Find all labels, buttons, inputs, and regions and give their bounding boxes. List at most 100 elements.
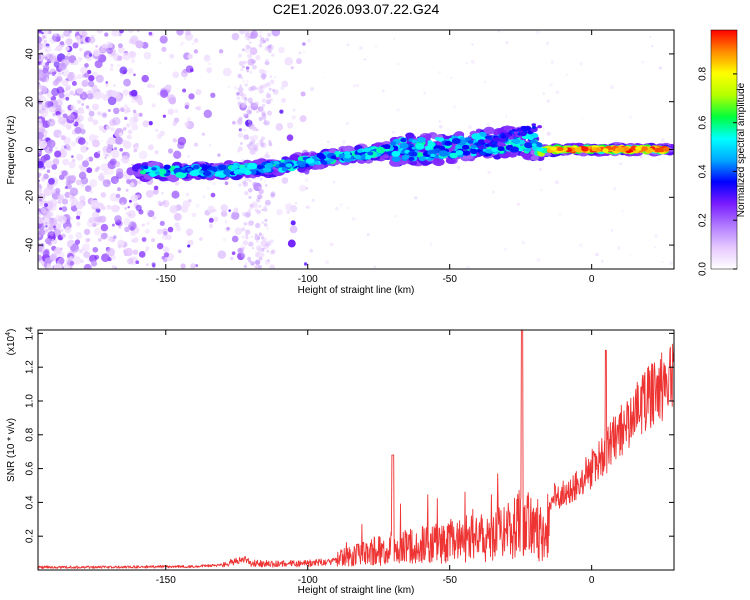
spectrogram-cell: [535, 30, 540, 35]
spectrogram-cell: [57, 199, 62, 205]
ridge-cell: [512, 138, 521, 145]
spectrogram-cell: [261, 220, 265, 225]
ridge-cell: [408, 156, 415, 161]
spectrogram-cell: [254, 185, 259, 191]
ridge-cell: [163, 164, 171, 170]
spectrogram-cell: [351, 217, 356, 221]
spectrogram-cell: [69, 187, 79, 197]
spectrogram-cell: [243, 97, 248, 101]
spectrogram-cell: [246, 256, 252, 261]
spectrogram-cell: [80, 145, 88, 153]
spectrogram-cell: [76, 73, 82, 80]
spectrogram-cell: [104, 32, 109, 37]
spectrogram-cell: [266, 32, 272, 38]
spectrogram-cell: [220, 210, 228, 217]
spectrogram-cell: [124, 207, 128, 210]
spectrogram-cell: [243, 128, 246, 132]
spectrogram-cell: [152, 215, 157, 220]
ridge-cell: [313, 161, 320, 165]
ridge-cell: [321, 161, 328, 165]
ridge-cell: [524, 142, 534, 149]
spectrogram-cell: [191, 42, 195, 46]
spectrogram-cell: [105, 83, 109, 87]
spectrogram-cell: [46, 169, 51, 173]
spectrogram-cell: [94, 254, 100, 260]
spectrogram-cell: [236, 96, 241, 100]
spectrogram-cell: [504, 115, 508, 118]
spectrogram-cell: [175, 226, 182, 232]
spectrogram-cell: [651, 45, 654, 48]
ridge-cell: [505, 133, 511, 138]
spectrogram-cell: [255, 87, 259, 91]
spectrogram-cell: [246, 80, 249, 83]
ridge-cell: [562, 147, 568, 152]
spectrogram-cell: [38, 217, 44, 224]
spectrogram-cell: [271, 30, 281, 37]
spectrogram-cell: [76, 215, 81, 220]
spectrogram-cell: [610, 229, 614, 232]
spectrogram-cell: [57, 71, 62, 76]
spectrogram-cell: [61, 79, 69, 87]
y-tick-label: -20: [25, 190, 36, 205]
spectrogram-cell: [93, 91, 102, 100]
spectrogram-cell: [247, 208, 252, 213]
spectrogram-cell: [57, 116, 67, 125]
spectrogram-cell: [299, 115, 307, 123]
spectrogram-cell: [641, 61, 644, 64]
ridge-cell: [391, 155, 401, 162]
ridge-cell: [508, 151, 518, 158]
spectrogram-cell: [113, 107, 120, 115]
spectrogram-cell: [41, 44, 45, 49]
ridge-cell: [357, 149, 363, 153]
ridge-cell: [581, 146, 589, 152]
ridge-cell: [509, 146, 519, 153]
spectrogram-cell: [255, 264, 260, 269]
spectrogram-cell: [53, 204, 56, 207]
spectrogram-cell: [129, 182, 135, 188]
spectrogram-cell: [101, 253, 110, 263]
colorbar-label: Normalized spectral amplitude: [736, 82, 747, 217]
spectrogram-cell: [120, 173, 125, 178]
ridge-cell: [390, 141, 397, 146]
colorbar-tick-label: 0.0: [698, 262, 709, 276]
spectrogram-cell: [244, 191, 249, 196]
spectrogram-cell: [262, 237, 268, 242]
spectrogram-cell: [117, 187, 121, 192]
spectrogram-cell: [237, 146, 243, 152]
ridge-cell: [508, 136, 514, 140]
spectrogram-cell: [540, 188, 543, 192]
spectrogram-cell: [609, 85, 614, 90]
spectrogram-cell: [392, 37, 395, 40]
ridge-cell: [531, 125, 537, 129]
spectrogram-cell: [93, 228, 102, 236]
spectrogram-cell: [258, 43, 263, 48]
spectrogram-cell: [74, 89, 78, 93]
spectrogram-cell: [237, 53, 243, 58]
spectrogram-cell: [300, 173, 303, 176]
ridge-cell: [238, 167, 247, 174]
spectrogram-cell: [42, 35, 46, 39]
spectrogram-cell: [423, 91, 426, 95]
spectrogram-cell: [48, 106, 56, 113]
spectrogram-cell: [127, 129, 133, 135]
spectrogram-cell: [229, 256, 234, 261]
spectrogram-cell: [106, 147, 113, 153]
ridge-cell: [376, 146, 386, 154]
spectrogram-cell: [42, 217, 52, 227]
spectrogram-cell: [263, 223, 268, 227]
x-tick-label: 0: [589, 274, 595, 285]
spectrogram-cell: [39, 95, 46, 103]
spectrogram-cell: [85, 157, 90, 162]
chart-title: C2E1.2026.093.07.22.G24: [273, 1, 440, 17]
spectrogram-cell: [653, 246, 657, 249]
spectrogram-cell: [230, 216, 233, 219]
spectrogram-cell: [245, 44, 251, 50]
ridge-cell: [273, 161, 280, 165]
spectrogram-cell: [185, 30, 191, 36]
ridge-cell: [391, 150, 401, 157]
spectrogram-cell: [64, 226, 72, 234]
spectrogram-cell: [373, 265, 377, 268]
spectrogram-cell: [190, 263, 196, 269]
spectrogram-cell: [252, 134, 259, 141]
spectrogram-cell: [100, 223, 109, 232]
